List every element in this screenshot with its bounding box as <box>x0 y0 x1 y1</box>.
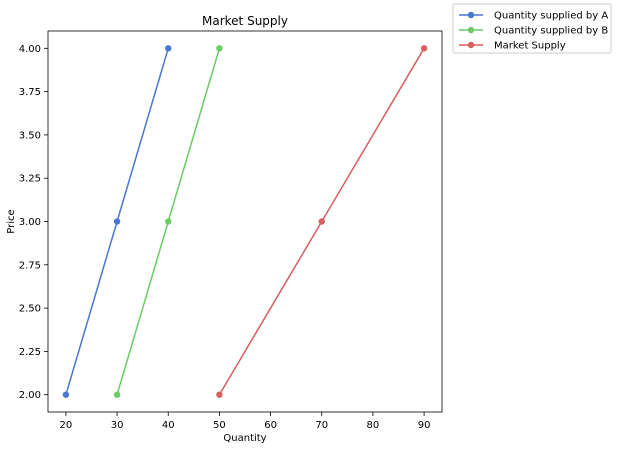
y-axis: 2.00 2.25 2.50 2.75 3.00 3.25 3.50 3.75 4.00 <box>19 44 48 401</box>
series-layer <box>62 45 428 398</box>
x-axis: 20 30 40 50 60 70 80 90 <box>60 412 431 431</box>
data-point <box>165 45 172 52</box>
legend-item: Quantity supplied by B <box>459 26 608 37</box>
legend-box <box>452 3 612 54</box>
x-tick-label: 50 <box>213 420 226 431</box>
legend-label: Quantity supplied by B <box>494 26 608 37</box>
y-tick-label: 3.00 <box>19 217 41 228</box>
data-point <box>165 218 172 225</box>
y-tick-label: 2.75 <box>19 260 41 271</box>
y-tick-label: 3.25 <box>19 174 41 185</box>
x-tick-label: 70 <box>315 420 328 431</box>
legend-marker <box>467 41 475 49</box>
y-tick-label: 2.50 <box>19 304 41 315</box>
legend-item: Market Supply <box>459 41 566 52</box>
chart-title: Market Supply <box>202 14 288 28</box>
data-point <box>216 45 223 52</box>
x-tick-label: 20 <box>60 420 73 431</box>
legend-marker <box>467 26 475 34</box>
y-axis-label: Price <box>6 209 17 233</box>
series-1 <box>62 45 172 398</box>
y-tick-label: 2.00 <box>19 390 41 401</box>
data-point <box>113 218 121 225</box>
legend-marker <box>467 11 475 19</box>
x-tick-label: 90 <box>418 420 431 431</box>
series-2 <box>113 45 223 398</box>
y-tick-label: 4.00 <box>19 44 41 55</box>
x-axis-label: Quantity <box>223 433 266 444</box>
x-tick-label: 80 <box>367 420 380 431</box>
x-tick-label: 60 <box>264 420 277 431</box>
x-tick-label: 40 <box>162 420 175 431</box>
legend-label: Quantity supplied by A <box>494 11 608 22</box>
data-point <box>216 391 223 398</box>
y-tick-label: 3.75 <box>19 87 41 98</box>
legend-item: Quantity supplied by A <box>459 11 608 22</box>
y-tick-label: 3.50 <box>19 130 41 141</box>
legend: Quantity supplied by A Quantity supplied … <box>452 3 612 54</box>
y-tick-label: 2.25 <box>19 347 41 358</box>
data-point <box>318 218 325 225</box>
series-3 <box>216 45 428 398</box>
data-point <box>420 45 428 52</box>
data-point <box>62 391 70 398</box>
x-tick-label: 30 <box>111 420 124 431</box>
legend-label: Market Supply <box>494 41 566 52</box>
data-point <box>113 391 121 398</box>
